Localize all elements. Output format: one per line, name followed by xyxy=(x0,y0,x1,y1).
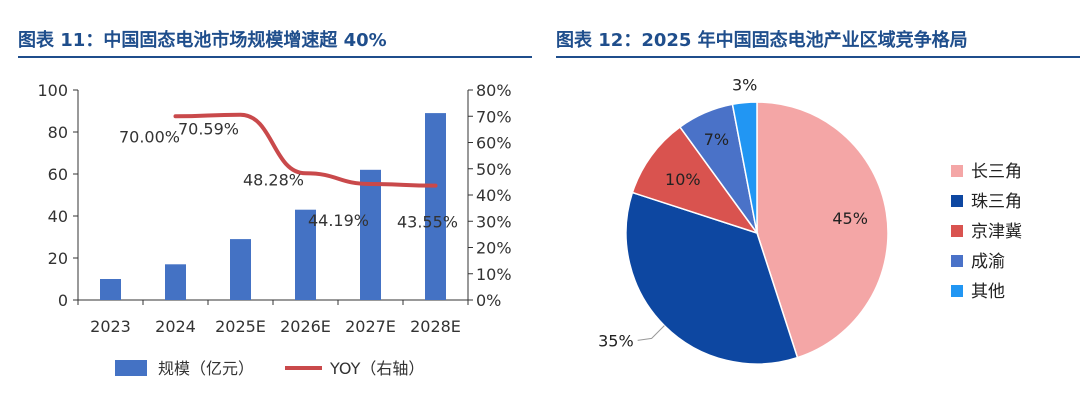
pie-data-label: 10% xyxy=(665,170,701,189)
pie-slice-京津冀 xyxy=(631,125,759,235)
x-tick-label: 2025E xyxy=(215,317,266,336)
pie-leader-line xyxy=(637,325,665,341)
legend-label-长三角: 长三角 xyxy=(971,162,1022,182)
right-tick-label: 10% xyxy=(476,265,512,284)
pie-data-label: 7% xyxy=(704,130,729,149)
pie-data-label: 35% xyxy=(598,331,634,350)
left-tick-label: 60 xyxy=(48,165,68,184)
title-divider xyxy=(556,56,1080,58)
bar-scale-2025E xyxy=(230,239,251,300)
bar-scale-2026E xyxy=(295,209,316,300)
pie-slice-长三角 xyxy=(756,101,889,359)
left-tick-label: 100 xyxy=(37,81,68,100)
yoy-data-label: 44.19% xyxy=(308,211,369,230)
left-tick-label: 0 xyxy=(58,291,68,310)
right-tick-label: 30% xyxy=(476,212,512,231)
left-tick-label: 40 xyxy=(48,207,68,226)
legend-swatch-京津冀 xyxy=(951,225,963,237)
bar-scale-2023 xyxy=(100,279,121,300)
left-tick-label: 20 xyxy=(48,249,68,268)
legend-label-珠三角: 珠三角 xyxy=(971,192,1022,212)
bar-scale-2028E xyxy=(425,113,446,300)
x-tick-label: 2028E xyxy=(410,317,461,336)
legend-swatch-长三角 xyxy=(951,165,963,177)
title-divider xyxy=(18,56,532,58)
yoy-data-label: 70.00% xyxy=(119,127,180,146)
pie-slice-珠三角 xyxy=(625,191,799,365)
legend-label-京津冀: 京津冀 xyxy=(971,222,1022,242)
left-tick-label: 80 xyxy=(48,123,68,142)
legend-swatch-其他 xyxy=(951,285,963,297)
bar-scale-2027E xyxy=(360,169,381,300)
legend-label-成渝: 成渝 xyxy=(971,252,1005,272)
legend-label-bar: 规模（亿元） xyxy=(158,359,254,378)
yoy-series-line xyxy=(173,112,438,188)
x-tick-label: 2023 xyxy=(90,317,131,336)
right-tick-label: 60% xyxy=(476,134,512,153)
pie-data-label: 3% xyxy=(732,76,757,95)
legend-swatch-成渝 xyxy=(951,255,963,267)
bar-scale-2024 xyxy=(165,264,186,300)
yoy-data-label: 48.28% xyxy=(243,170,304,189)
pie-data-label: 45% xyxy=(832,209,868,228)
right-tick-label: 80% xyxy=(476,81,512,100)
x-tick-label: 2026E xyxy=(280,317,331,336)
right-tick-label: 0% xyxy=(476,291,501,310)
legend-swatch-bar xyxy=(115,360,147,376)
legend-label-line: YOY（右轴） xyxy=(329,359,424,378)
right-tick-label: 50% xyxy=(476,160,512,179)
x-tick-label: 2027E xyxy=(345,317,396,336)
figure-12-title: 图表 12：2025 年中国固态电池产业区域竞争格局 xyxy=(556,30,968,51)
combo-chart: 100 80 60 40 20 0 80% 70% 60% 50% 40% 30% 20% 10% 0% 20… xyxy=(37,81,512,378)
right-tick-label: 70% xyxy=(476,107,512,126)
right-tick-label: 20% xyxy=(476,239,512,258)
legend-label-其他: 其他 xyxy=(971,282,1005,302)
right-tick-label: 40% xyxy=(476,186,512,205)
legend-swatch-珠三角 xyxy=(951,195,963,207)
x-tick-label: 2024 xyxy=(155,317,196,336)
yoy-data-label: 70.59% xyxy=(178,120,239,139)
pie-slice-其他 xyxy=(731,101,758,234)
yoy-data-label: 43.55% xyxy=(397,213,458,232)
figure-12-panel: 图表 12：2025 年中国固态电池产业区域竞争格局 45% 35% 10% 7% 3%… xyxy=(552,0,1080,404)
figure-11-title: 图表 11：中国固态电池市场规模增速超 40% xyxy=(18,30,387,51)
figure-11-panel: 图表 11：中国固态电池市场规模增速超 40% 100 80 60 40 20 0 80% 7… xyxy=(0,0,532,404)
